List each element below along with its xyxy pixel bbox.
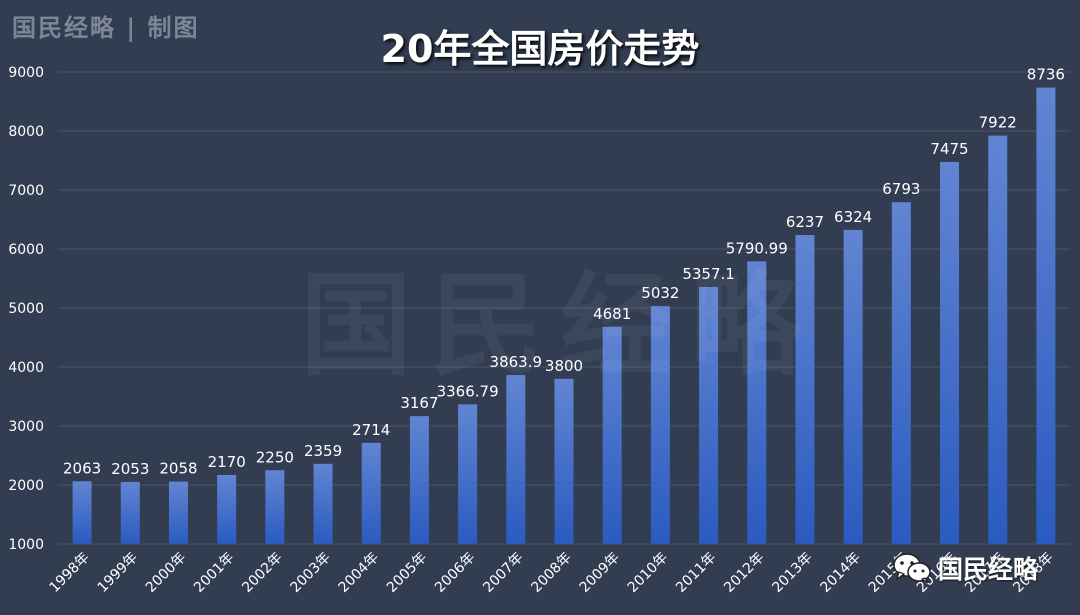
y-tick-label: 7000	[8, 183, 44, 199]
x-tick-label: 1998年	[47, 550, 93, 596]
bar	[361, 442, 381, 544]
x-tick-label: 2001年	[191, 550, 237, 596]
bar	[506, 375, 526, 544]
data-label: 5790.99	[726, 239, 788, 257]
data-label: 2063	[63, 459, 101, 477]
wechat-label: 国民经略	[938, 555, 1039, 584]
bar	[120, 481, 140, 544]
x-tick-label: 2011年	[673, 550, 719, 596]
data-label: 2058	[159, 460, 197, 478]
bar	[409, 416, 429, 544]
data-label: 6793	[882, 180, 920, 198]
data-label: 2170	[208, 453, 246, 471]
x-tick-label: 2014年	[818, 550, 864, 596]
data-label: 8736	[1027, 66, 1065, 84]
data-label: 2714	[352, 421, 390, 439]
data-label: 3863.9	[490, 353, 543, 371]
data-label: 5032	[641, 284, 679, 302]
watermark-text: 国民经略	[300, 260, 820, 391]
bar	[554, 378, 574, 544]
x-tick-label: 2004年	[336, 550, 382, 596]
x-tick-label: 2010年	[625, 550, 671, 596]
bars	[72, 87, 1056, 545]
bar	[650, 306, 670, 544]
data-label: 6237	[786, 213, 824, 231]
bar	[313, 463, 333, 544]
bar	[988, 135, 1008, 545]
x-tick-label: 2007年	[480, 550, 526, 596]
x-tick-label: 2000年	[143, 550, 189, 596]
bar	[747, 261, 767, 544]
bar	[699, 286, 719, 544]
bar	[458, 404, 478, 544]
data-label: 2053	[111, 460, 149, 478]
data-label: 5357.1	[682, 265, 735, 283]
brand-caption: 国民经略 | 制图	[12, 13, 200, 42]
data-label: 3800	[545, 357, 583, 375]
x-tick-label: 2008年	[528, 550, 574, 596]
bar	[602, 326, 622, 544]
bar	[843, 229, 863, 544]
y-tick-label: 2000	[8, 478, 44, 494]
bar	[72, 481, 92, 544]
data-label: 6324	[834, 208, 872, 226]
wechat-icon	[893, 553, 931, 584]
x-tick-label: 2012年	[721, 550, 767, 596]
y-tick-label: 5000	[8, 301, 44, 317]
data-label: 4681	[593, 305, 631, 323]
wechat-badge: 国民经略	[892, 550, 1038, 586]
bar	[795, 235, 815, 544]
y-tick-label: 1000	[8, 537, 44, 553]
x-tick-label: 2009年	[577, 550, 623, 596]
y-tick-label: 3000	[8, 419, 44, 435]
y-tick-label: 6000	[8, 242, 44, 258]
y-tick-label: 4000	[8, 360, 44, 376]
x-tick-label: 2003年	[287, 550, 333, 596]
x-tick-label: 2006年	[432, 550, 478, 596]
x-tick-label: 1999年	[95, 550, 141, 596]
bar	[891, 202, 911, 544]
x-tick-label: 2005年	[384, 550, 430, 596]
data-label: 2359	[304, 442, 342, 460]
bar	[265, 470, 285, 544]
bar	[168, 481, 188, 544]
x-tick-label: 2013年	[769, 550, 815, 596]
chart-title: 20年全国房价走势	[380, 27, 700, 71]
data-label: 3167	[400, 394, 438, 412]
y-tick-label: 8000	[8, 124, 44, 140]
bar	[217, 474, 237, 544]
data-label: 3366.79	[437, 382, 499, 400]
y-tick-label: 9000	[8, 65, 44, 81]
bar	[940, 161, 960, 544]
data-label: 7922	[979, 114, 1017, 132]
bar	[1036, 87, 1056, 545]
y-axis: 1000 2000 3000 4000 5000 6000 7000 8000 9000	[8, 65, 44, 553]
x-tick-label: 2002年	[239, 550, 285, 596]
data-label: 2250	[256, 448, 294, 466]
data-label: 7475	[930, 140, 968, 158]
